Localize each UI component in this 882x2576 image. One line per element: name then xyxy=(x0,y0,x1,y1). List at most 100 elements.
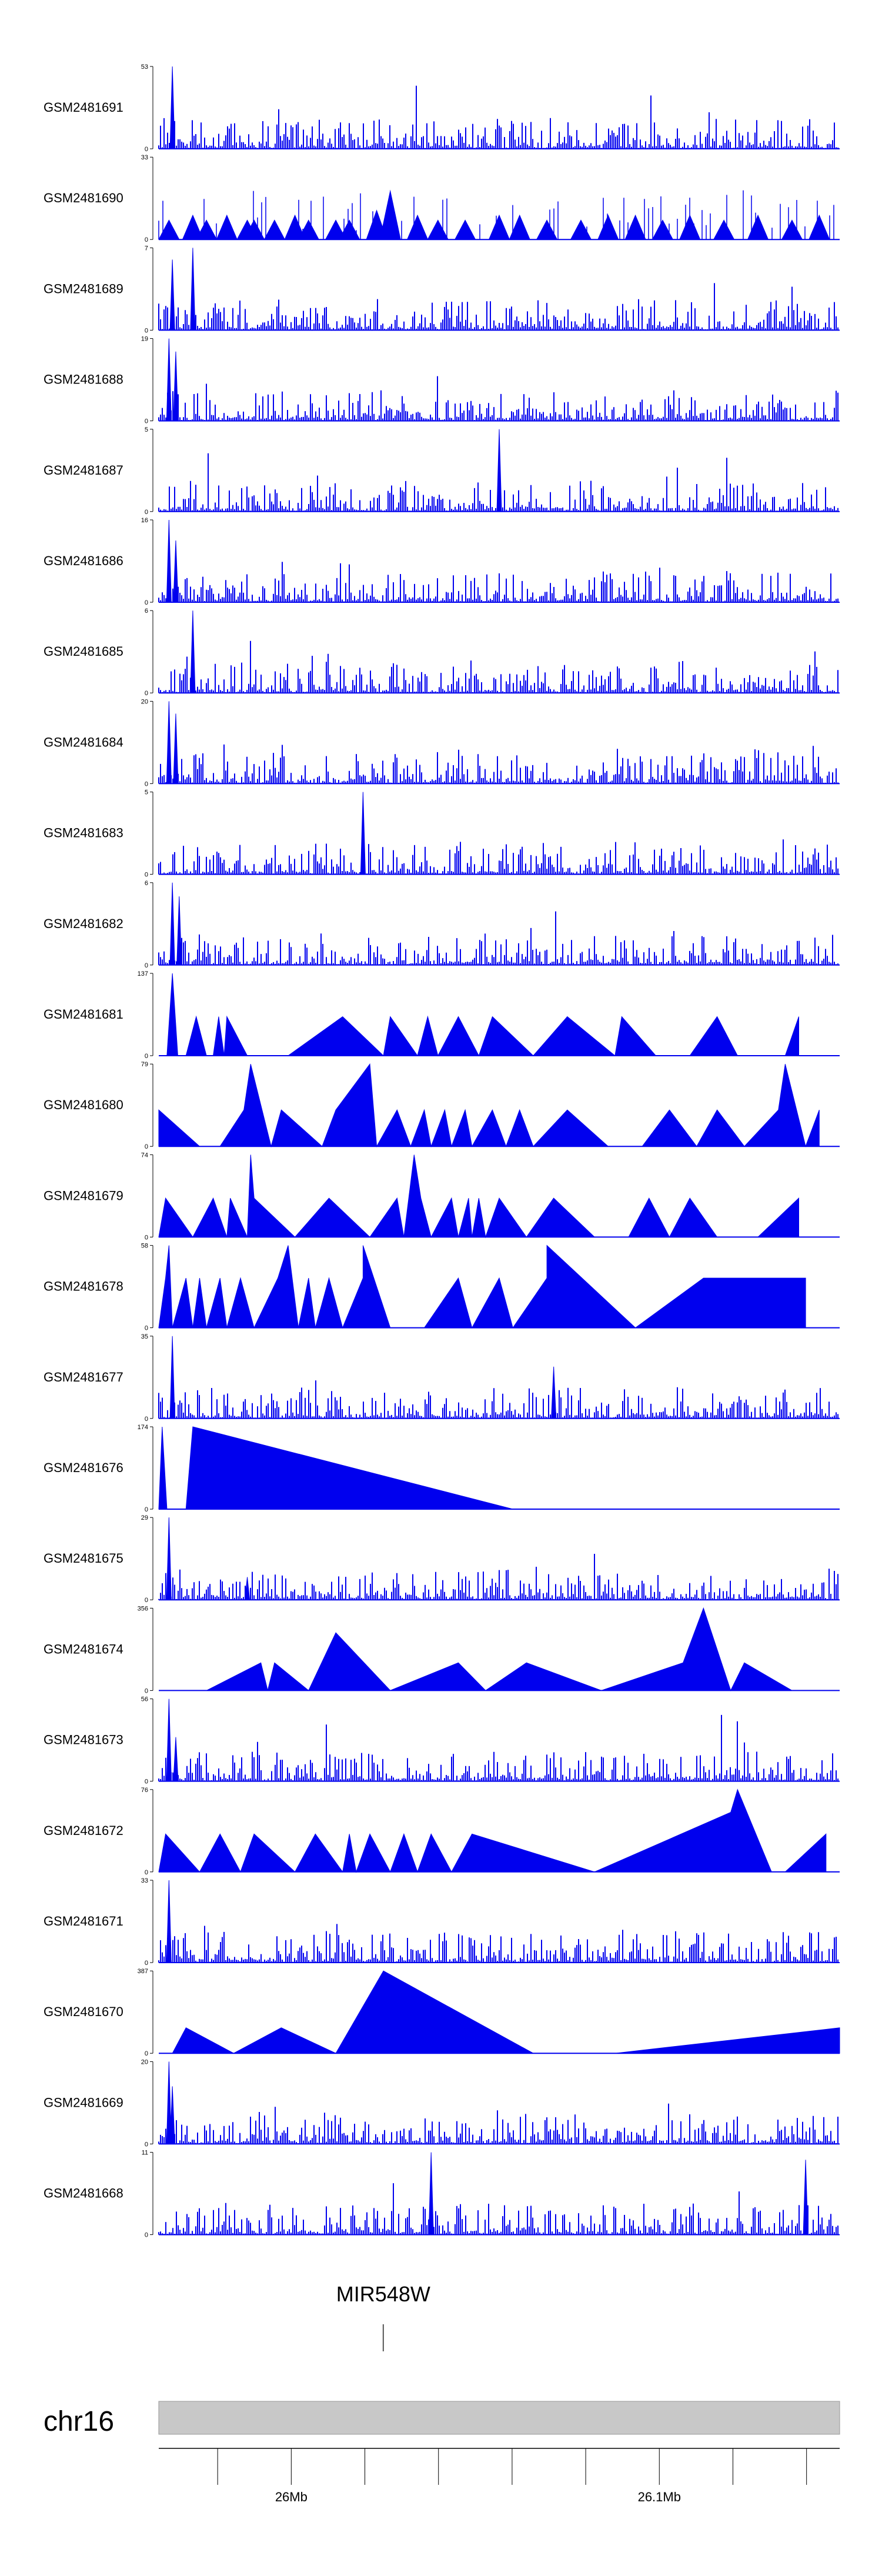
y-min-label: 0 xyxy=(145,1597,148,1604)
track-label: GSM2481678 xyxy=(44,1279,123,1294)
y-max-label: 33 xyxy=(141,1877,148,1884)
y-min-label: 0 xyxy=(145,1234,148,1241)
coverage-peak xyxy=(427,219,449,240)
y-min-label: 0 xyxy=(145,2050,148,2057)
coverage-bars xyxy=(158,85,838,149)
y-max-label: 74 xyxy=(141,1152,148,1159)
track-label: GSM2481675 xyxy=(44,1551,123,1566)
track-label: GSM2481691 xyxy=(44,100,123,115)
chromosome-band xyxy=(158,2401,840,2435)
y-max-label: 76 xyxy=(141,1787,148,1794)
y-max-label: 5 xyxy=(145,426,148,433)
y-max-label: 6 xyxy=(145,880,148,887)
y-min-label: 0 xyxy=(145,146,148,153)
track-label: GSM2481690 xyxy=(44,191,123,205)
gene-label: MIR548W xyxy=(336,2282,430,2306)
y-max-label: 356 xyxy=(138,1605,148,1612)
coverage-peak xyxy=(263,219,285,240)
coverage-peak xyxy=(597,214,619,240)
coverage-bars xyxy=(158,1380,838,1419)
coverage-peak xyxy=(536,219,558,240)
coverage-bars xyxy=(158,2183,838,2235)
y-min-label: 0 xyxy=(145,872,148,879)
track-label: GSM2481671 xyxy=(44,1914,123,1928)
track-label: GSM2481682 xyxy=(44,916,123,931)
coverage-peak xyxy=(455,219,476,240)
coverage-bars xyxy=(158,911,838,965)
track-label: GSM2481681 xyxy=(44,1007,123,1022)
coverage-spike xyxy=(166,701,172,784)
coverage-spike xyxy=(166,338,172,422)
y-min-label: 0 xyxy=(145,1143,148,1150)
y-max-label: 35 xyxy=(141,1333,148,1340)
coverage-spike xyxy=(428,2152,434,2235)
track-label: GSM2481686 xyxy=(44,553,123,568)
coverage-peak xyxy=(216,214,238,240)
coverage-peak xyxy=(713,219,735,240)
coverage-area xyxy=(158,1244,806,1329)
coverage-spike xyxy=(166,1699,172,1782)
coverage-bars xyxy=(158,744,838,784)
chromosome-label: chr16 xyxy=(44,2406,114,2437)
coverage-spike xyxy=(803,2160,808,2235)
coverage-spike xyxy=(169,882,175,966)
coverage-spike xyxy=(169,66,175,149)
coverage-bars xyxy=(158,376,838,421)
y-max-label: 20 xyxy=(141,2058,148,2066)
coverage-peak xyxy=(489,214,510,240)
y-max-label: 11 xyxy=(142,2150,148,2157)
y-min-label: 0 xyxy=(145,780,148,788)
track-label: GSM2481689 xyxy=(44,281,123,296)
coverage-peak xyxy=(509,214,530,240)
coverage-peak xyxy=(808,214,830,240)
coverage-bars xyxy=(158,283,838,331)
x-tick-label: 26Mb xyxy=(275,2490,308,2504)
y-min-label: 0 xyxy=(145,1869,148,1876)
coverage-spikes xyxy=(158,190,834,240)
y-max-label: 58 xyxy=(141,1243,148,1250)
y-max-label: 174 xyxy=(138,1424,148,1431)
track-label: GSM2481668 xyxy=(44,2186,123,2201)
y-min-label: 0 xyxy=(145,962,148,969)
track-label: GSM2481672 xyxy=(44,1823,123,1838)
coverage-spike xyxy=(190,248,196,331)
track-label: GSM2481669 xyxy=(44,2095,123,2110)
coverage-spike xyxy=(360,792,366,875)
track-label: GSM2481670 xyxy=(44,2004,123,2019)
coverage-peak xyxy=(158,219,180,240)
coverage-spike xyxy=(176,896,182,966)
y-min-label: 0 xyxy=(145,1325,148,1332)
coverage-spike xyxy=(190,610,196,693)
coverage-peak xyxy=(243,219,265,240)
track-label: GSM2481674 xyxy=(44,1641,123,1656)
y-max-label: 7 xyxy=(145,245,148,252)
y-min-label: 0 xyxy=(145,1778,148,1786)
coverage-area xyxy=(172,1970,840,2054)
y-max-label: 33 xyxy=(141,154,148,161)
coverage-spike xyxy=(173,1737,179,1782)
y-max-label: 6 xyxy=(145,608,148,615)
coverage-spike xyxy=(173,713,179,784)
coverage-area xyxy=(158,1788,827,1873)
coverage-bars xyxy=(158,1554,838,1600)
y-max-label: 19 xyxy=(141,336,148,343)
coverage-bars xyxy=(158,640,838,693)
coverage-spike xyxy=(551,1366,557,1419)
coverage-area xyxy=(158,1426,513,1510)
track-label: GSM2481677 xyxy=(44,1370,123,1384)
coverage-peak xyxy=(298,219,319,240)
coverage-peak xyxy=(379,189,401,240)
coverage-peak xyxy=(407,214,429,240)
y-min-label: 0 xyxy=(145,1416,148,1423)
coverage-spike xyxy=(173,351,179,422)
coverage-peak xyxy=(284,214,306,240)
coverage-bars xyxy=(158,839,838,875)
coverage-bars xyxy=(158,562,838,602)
y-min-label: 0 xyxy=(145,509,148,516)
coverage-spike xyxy=(173,540,179,603)
y-min-label: 0 xyxy=(145,418,148,425)
y-max-label: 56 xyxy=(141,1696,148,1703)
coverage-area xyxy=(159,973,799,1057)
track-label: GSM2481684 xyxy=(44,735,123,749)
